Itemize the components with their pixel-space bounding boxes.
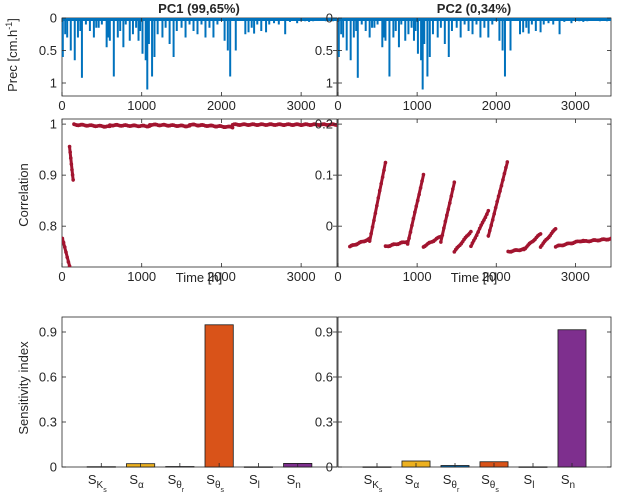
ytick-label: 0 [50,460,57,475]
scatter-trace [148,123,192,128]
xtick-label: 1000 [127,269,156,284]
scatter-trace [581,237,611,243]
ytick-label: 0.3 [39,415,57,430]
xtick-label: 2000 [207,269,236,284]
xtick-label: 3000 [287,269,316,284]
scatter-trace [439,181,456,243]
scatter-trace [421,234,443,249]
axes-frame-prec-pc2 [337,17,612,97]
ytick-label: 0.5 [39,43,57,58]
ytick-label: 0.8 [39,219,57,234]
scatter-trace [348,237,372,249]
xtick-label: 1000 [403,98,432,113]
axes-frame-prec-pc1 [61,17,338,97]
ytick-label: 0.2 [315,117,333,132]
xtick-label: 0 [334,98,341,113]
series-corr-pc1 [62,122,337,267]
ytick-label: 0.5 [315,43,333,58]
scatter-trace [539,227,558,249]
xlabel-time-pc1: Time [h] [176,270,222,285]
category-label: Sθr [443,472,460,494]
axes-frame-sens-pc1 [61,316,338,468]
scatter-trace [72,123,112,129]
xtick-label: 3000 [287,98,316,113]
category-label: Sθs [206,472,224,494]
title-pc2: PC2 (0,34%) [437,1,511,16]
ytick-label: 1 [50,117,57,132]
xtick-label: 0 [58,269,65,284]
xtick-label: 2000 [482,98,511,113]
xtick-label: 2000 [207,98,236,113]
scatter-trace [62,236,72,267]
ytick-label: 0 [326,460,333,475]
category-label: Sn [561,472,575,491]
ytick-label: 0.9 [39,168,57,183]
scatter-trace [452,229,473,254]
category-label: Sn [287,472,301,491]
xtick-label: 0 [334,269,341,284]
xlabel-time-pc2: Time [h] [451,270,497,285]
ylabel-prec-tail: ] [5,18,20,22]
ytick-label: 1 [326,76,333,91]
bar-S_n [557,329,587,468]
ytick-label: 0.1 [315,168,333,183]
scatter-trace [383,239,410,249]
ytick-label: 0.3 [315,415,333,430]
ylabel-prec-main: Prec [cm.h [5,30,20,92]
bar-S_θs [204,324,234,468]
ytick-label: 0 [50,11,57,26]
category-label: Sθr [168,472,185,494]
category-label: Sα [405,472,420,491]
category-label: Sl [249,472,260,491]
xtick-label: 0 [58,98,65,113]
scatter-trace [522,232,543,251]
category-label: SKs [88,472,107,494]
scatter-trace [368,160,387,243]
scatter-trace [506,247,526,254]
scatter-trace [486,160,509,238]
xtick-label: 2000 [482,269,511,284]
xtick-label: 1000 [127,98,156,113]
scatter-trace [108,123,152,128]
title-pc1: PC1 (99,65%) [158,1,240,16]
category-label: SKs [364,472,383,494]
ylabel-prec: Prec [cm.h-1] [4,18,20,92]
ylabel-prec-sup: -1 [4,22,14,30]
scatter-trace [406,173,425,246]
series-corr-pc2 [348,160,611,254]
axes-frame-corr-pc1 [61,118,338,268]
scatter-trace [188,123,235,129]
category-label: Sl [524,472,535,491]
ylabel-correlation: Correlation [16,163,31,227]
ytick-label: 0.6 [39,370,57,385]
ylabel-sensitivity: Sensitivity index [16,341,31,435]
ytick-label: 1 [50,76,57,91]
ytick-label: 0.6 [315,370,333,385]
xtick-label: 3000 [561,98,590,113]
ytick-label: 0 [326,11,333,26]
scatter-trace [68,145,75,182]
ytick-label: 0 [326,219,333,234]
ytick-label: 0.9 [315,325,333,340]
category-label: Sθs [481,472,499,494]
xtick-label: 1000 [403,269,432,284]
category-label: Sα [129,472,144,491]
scatter-trace [469,209,490,249]
scatter-trace [554,238,585,249]
ytick-label: 0.9 [39,325,57,340]
xtick-label: 3000 [561,269,590,284]
